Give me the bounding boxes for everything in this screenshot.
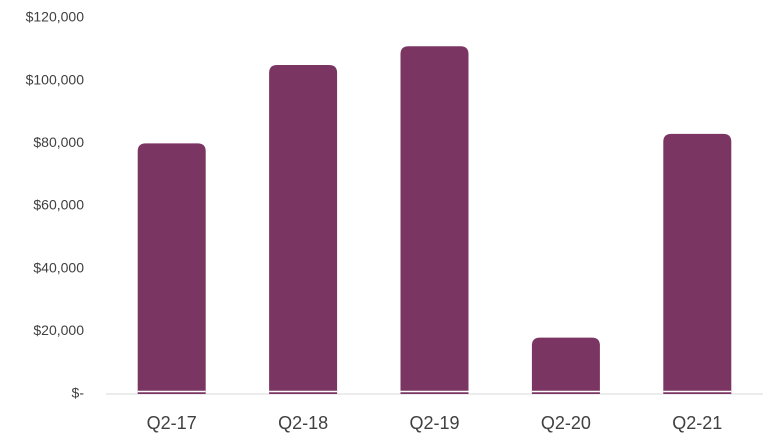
bar: [137, 143, 206, 394]
y-tick-label: $-: [72, 385, 85, 401]
x-tick-label: Q2-19: [409, 413, 459, 433]
bar: [400, 46, 469, 394]
y-tick-label: $100,000: [26, 71, 85, 87]
y-tick-label: $120,000: [26, 9, 85, 25]
bar: [663, 133, 732, 394]
x-tick-label: Q2-21: [672, 413, 722, 433]
x-tick-label: Q2-18: [278, 413, 328, 433]
y-tick-label: $60,000: [33, 197, 84, 213]
y-tick-label: $20,000: [33, 322, 84, 338]
y-tick-label: $40,000: [33, 259, 84, 275]
y-tick-label: $80,000: [33, 134, 84, 150]
bar: [269, 65, 338, 394]
x-tick-label: Q2-17: [147, 413, 197, 433]
x-tick-label: Q2-20: [541, 413, 591, 433]
bar: [531, 337, 600, 394]
